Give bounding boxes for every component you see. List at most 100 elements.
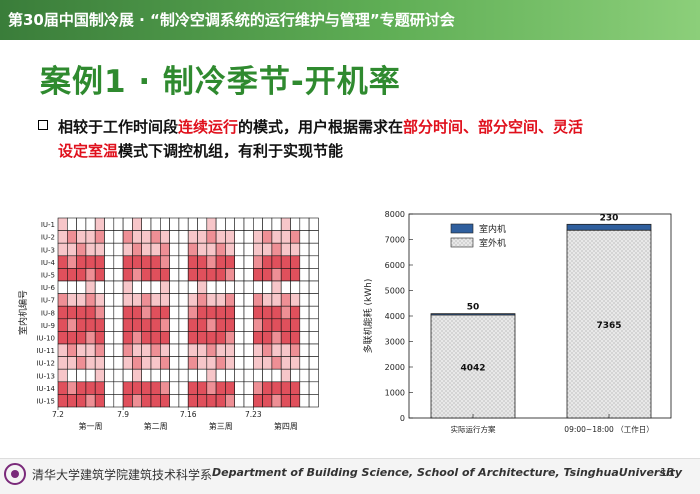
heatmap-cell	[150, 394, 161, 408]
heatmap-cell	[253, 242, 263, 257]
date-tick-label: 7.23	[245, 410, 262, 419]
heatmap-cell	[215, 305, 226, 320]
heatmap-cell	[76, 381, 87, 395]
heatmap-cell	[85, 280, 96, 294]
heatmap-cell	[234, 280, 245, 294]
heatmap-cell	[160, 368, 170, 383]
bar-chart-panel: 0 1000 2000 3000 4000 5000 6000 7000 8000 多联机能耗 (…	[345, 202, 685, 450]
heatmap-cell	[299, 368, 310, 383]
heatmap-cell	[234, 268, 245, 282]
heatmap-cell	[215, 331, 226, 345]
heatmap-cell	[290, 217, 301, 231]
heatmap-cell	[253, 343, 263, 357]
legend-label-outdoor: 室外机	[479, 237, 506, 249]
heatmap-cell	[271, 394, 282, 408]
heatmap-cell	[290, 318, 301, 332]
heatmap-cell	[206, 331, 217, 345]
date-tick-label: 7.9	[117, 410, 129, 419]
heatmap-cell	[308, 318, 319, 332]
heatmap-cell	[141, 343, 152, 357]
heatmap-cell	[66, 331, 77, 345]
heatmap-cell	[141, 331, 152, 345]
heatmap-cell	[243, 217, 254, 231]
heatmap-cell	[57, 394, 68, 408]
heatmap-cell	[113, 217, 124, 231]
footer: 清华大学建筑学院建筑技术科学系 Department of Building S…	[0, 458, 700, 494]
heatmap-cell	[85, 343, 96, 357]
heatmap-cell	[290, 230, 301, 244]
indoor-value-label: 230	[600, 213, 619, 223]
heatmap-cell	[141, 318, 152, 332]
heatmap-cell	[243, 242, 254, 257]
heatmap-cell	[253, 255, 263, 269]
heatmap-cell	[76, 305, 87, 320]
heatmap-cell	[271, 305, 282, 320]
heatmap-cell	[262, 268, 273, 282]
heatmap-cell	[150, 356, 161, 370]
heatmap-cell	[271, 255, 282, 269]
heatmap-cell	[290, 305, 301, 320]
heatmap-cell	[104, 394, 115, 408]
heatmap-cell	[113, 305, 124, 320]
heatmap-cell	[299, 356, 310, 370]
heatmap-cell	[76, 268, 87, 282]
heatmap-cell	[197, 268, 208, 282]
heatmap-cell	[57, 268, 68, 282]
heatmap-cell	[197, 293, 208, 307]
heatmap-cell	[169, 230, 180, 244]
heatmap-cell	[271, 217, 282, 231]
heatmap-cell	[132, 318, 143, 332]
heatmap-cell	[132, 268, 143, 282]
heatmap-cell	[187, 242, 198, 257]
heatmap-cell	[150, 255, 161, 269]
heatmap-cell	[169, 268, 180, 282]
heatmap-cell	[85, 356, 96, 370]
heatmap-cell	[206, 217, 217, 231]
heatmap-cell	[160, 255, 170, 269]
heatmap-cell	[243, 394, 254, 408]
heatmap-cell	[308, 255, 319, 269]
heatmap-cell	[308, 230, 319, 244]
heatmap-cell	[94, 368, 105, 383]
heatmap-cell	[160, 280, 170, 294]
heatmap-cell	[197, 230, 208, 244]
heatmap-cell	[280, 230, 291, 244]
heatmap-cell	[299, 381, 310, 395]
heatmap-cell	[85, 305, 96, 320]
heatmap-cell	[169, 368, 180, 383]
heatmap-cell	[290, 280, 301, 294]
heatmap-cell	[280, 255, 291, 269]
heatmap-cell	[94, 343, 105, 357]
heatmap-cell	[299, 255, 310, 269]
heatmap-cell	[299, 318, 310, 332]
heatmap-cell	[280, 331, 291, 345]
heatmap-cell	[262, 293, 273, 307]
heatmap-cell	[253, 293, 263, 307]
heatmap-cell	[66, 343, 77, 357]
heatmap-cell	[206, 368, 217, 383]
header-banner: 第30届中国制冷展 · “制冷空调系统的运行维护与管理”专题研讨会	[0, 0, 700, 40]
heatmap-cell	[113, 230, 124, 244]
heatmap-cell	[243, 356, 254, 370]
heatmap-cell	[280, 293, 291, 307]
heatmap-cell	[197, 331, 208, 345]
heatmap-cell	[280, 394, 291, 408]
heatmap-cell	[85, 381, 96, 395]
heatmap-cell	[308, 343, 319, 357]
heatmap-cell	[150, 381, 161, 395]
heatmap-cell	[66, 318, 77, 332]
heatmap-cell	[299, 394, 310, 408]
heatmap-cell	[132, 331, 143, 345]
heatmap-cell	[253, 268, 263, 282]
heatmap-cell	[66, 280, 77, 294]
heatmap-cell	[57, 368, 68, 383]
header-text: 第30届中国制冷展 · “制冷空调系统的运行维护与管理”专题研讨会	[8, 11, 455, 29]
heatmap-cell	[132, 368, 143, 383]
heatmap-cell	[57, 230, 68, 244]
heatmap-cell	[132, 242, 143, 257]
row-label: IU-1	[41, 221, 55, 229]
heatmap-cell	[225, 331, 235, 345]
heatmap-cell	[141, 280, 152, 294]
heatmap-cell	[290, 242, 301, 257]
heatmap-cell	[178, 343, 189, 357]
